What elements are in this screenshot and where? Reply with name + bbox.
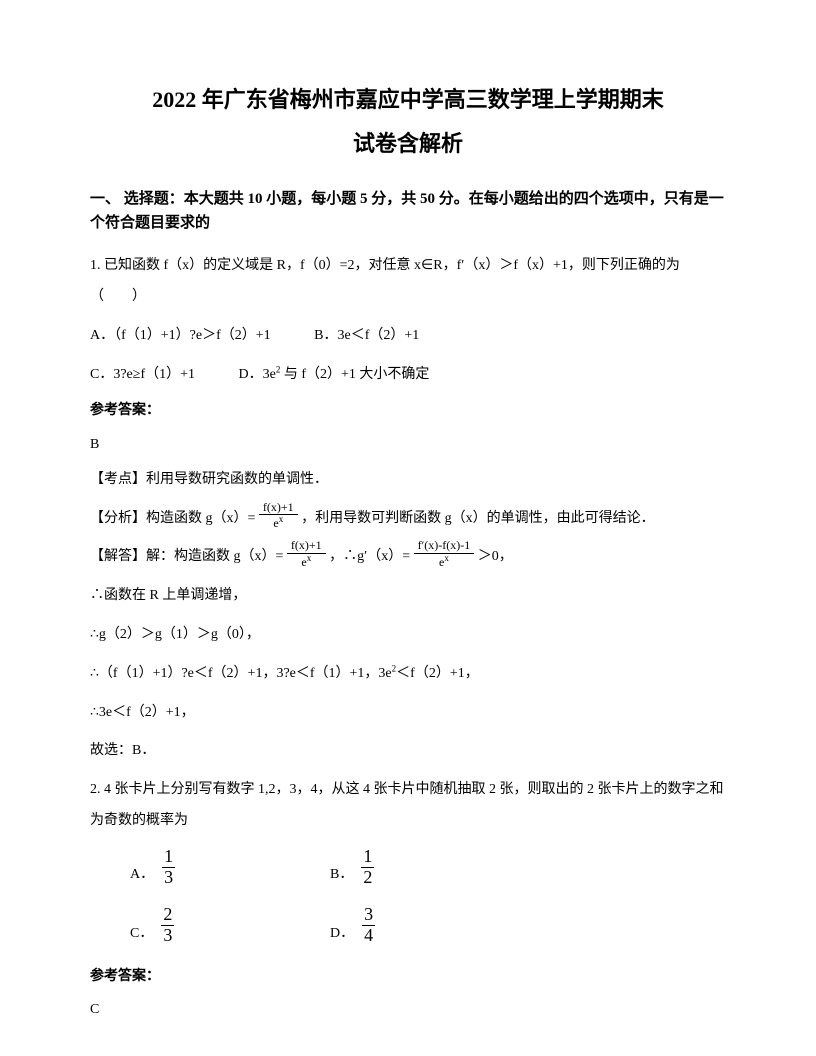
- section-1-heading: 一、 选择题：本大题共 10 小题，每小题 5 分，共 50 分。在每小题给出的…: [90, 187, 726, 235]
- q1-step4: ∴3e＜f（2）+1，: [90, 698, 726, 729]
- q1-step3: ∴（f（1）+1）?e＜f（2）+1，3?e＜f（1）+1，3e2＜f（2）+1…: [90, 659, 726, 690]
- q1-answer-label: 参考答案：: [90, 398, 726, 423]
- q1-fenxi-prefix: 【分析】构造函数 g（x）=: [90, 511, 259, 526]
- q1-jie-mid: ，∴g′（x）=: [329, 549, 413, 564]
- question-1-options-row2: C．3?e≥f（1）+1 D．3e2 与 f（2）+1 大小不确定: [90, 360, 726, 391]
- fraction-icon: f(x)+1 ex: [259, 501, 298, 530]
- q2-option-c: C． 2 3: [130, 905, 330, 946]
- q1-answer: B: [90, 432, 726, 457]
- fraction-icon: f(x)+1 ex: [287, 539, 326, 568]
- question-2-options: A． 1 3 B． 1 2 C． 2 3 D． 3 4: [130, 847, 726, 946]
- question-2-text: 2. 4 张卡片上分别写有数字 1,2，3，4，从这 4 张卡片中随机抽取 2 …: [90, 775, 726, 837]
- q1-option-c: C．3?e≥f（1）+1: [90, 360, 195, 391]
- q1-option-b: B．3e＜f（2）+1: [314, 321, 419, 352]
- q1-option-a: A．（f（1）+1）?e＞f（2）+1: [90, 321, 271, 352]
- q2-option-d: D． 3 4: [330, 905, 530, 946]
- exam-title-line2: 试卷含解析: [90, 124, 726, 164]
- q1-fenxi: 【分析】构造函数 g（x）= f(x)+1 ex ，利用导数可判断函数 g（x）…: [90, 504, 726, 535]
- fraction-icon: 2 3: [161, 905, 174, 946]
- q2-answer: C: [90, 997, 726, 1022]
- q2-option-a: A． 1 3: [130, 847, 330, 888]
- question-1-text: 1. 已知函数 f（x）的定义域是 R，f（0）=2，对任意 x∈R，f′（x）…: [90, 251, 726, 313]
- q1-step1: ∴函数在 R 上单调递增，: [90, 581, 726, 612]
- q1-fenxi-suffix: ，利用导数可判断函数 g（x）的单调性，由此可得结论．: [301, 511, 655, 526]
- fraction-icon: 1 3: [162, 847, 175, 888]
- question-1-options-row1: A．（f（1）+1）?e＞f（2）+1 B．3e＜f（2）+1: [90, 321, 726, 352]
- q1-jie-suffix: ＞0，: [478, 549, 513, 564]
- q1-jieda: 【解答】解：构造函数 g（x）= f(x)+1 ex ，∴g′（x）= f′(x…: [90, 542, 726, 573]
- q1-kaodian: 【考点】利用导数研究函数的单调性．: [90, 465, 726, 496]
- q1-jie-prefix: 【解答】解：构造函数 g（x）=: [90, 549, 287, 564]
- q1-step2: ∴g（2）＞g（1）＞g（0），: [90, 620, 726, 651]
- fraction-icon: f′(x)-f(x)-1 ex: [414, 539, 475, 568]
- fraction-icon: 1 2: [361, 847, 374, 888]
- q2-answer-label: 参考答案：: [90, 964, 726, 989]
- q1-option-d: D．3e2 与 f（2）+1 大小不确定: [239, 367, 430, 382]
- q2-option-b: B． 1 2: [330, 847, 530, 888]
- exam-title-line1: 2022 年广东省梅州市嘉应中学高三数学理上学期期末: [90, 80, 726, 120]
- q1-step5: 故选：B．: [90, 736, 726, 767]
- fraction-icon: 3 4: [362, 905, 375, 946]
